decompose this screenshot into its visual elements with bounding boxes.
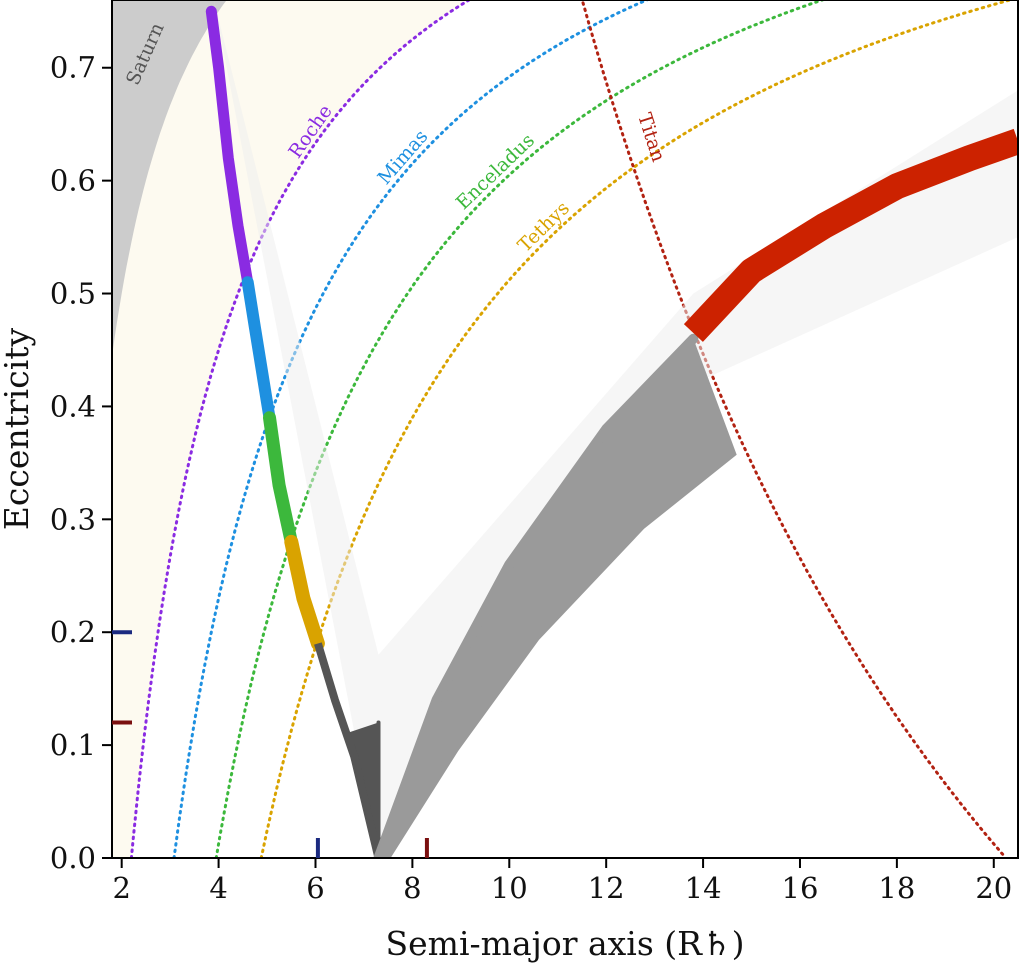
curve-roche [129, 0, 472, 858]
curve-tethys [259, 0, 1016, 858]
scatter-outer-gray-edge [373, 333, 699, 858]
label-titan: Titan [633, 110, 669, 164]
x-tick-label: 6 [306, 871, 324, 905]
shaded-regions [112, 0, 469, 858]
scatter-outer-red [683, 128, 1018, 342]
region-roche-zone [112, 0, 469, 858]
scatter-inner-yellow [284, 534, 325, 651]
dotted-curves [129, 0, 1016, 858]
x-tick-label: 2 [112, 871, 130, 905]
y-axis-title: Eccentricity [0, 327, 36, 530]
y-axis-ticks: 0.0 0.1 0.2 0.3 0.4 0.5 0.6 0.7 [50, 51, 112, 875]
scatter-outer-gray [378, 338, 737, 858]
scatter-inner-blue [241, 276, 276, 424]
y-tick-label: 0.4 [50, 389, 96, 423]
axis-markers [112, 630, 429, 858]
plot-frame [111, 0, 1019, 859]
x-tick-label: 10 [491, 871, 528, 905]
label-tethys: Tethys [514, 197, 574, 257]
y-tick-label: 0.7 [50, 51, 96, 85]
scatter-inner-dark [317, 643, 379, 858]
x-tick-label: 12 [588, 871, 625, 905]
scatter-points [205, 0, 1018, 858]
y-tick-label: 0.5 [50, 277, 96, 311]
x-tick-label: 14 [685, 871, 722, 905]
x-tick-label: 18 [878, 871, 915, 905]
y-tick-label: 0.2 [50, 615, 96, 649]
scatter-inner-dark-edge [314, 642, 383, 858]
y-tick-label: 0.0 [50, 841, 96, 875]
region-saturn [112, 0, 227, 357]
y-tick-label: 0.1 [50, 728, 96, 762]
x-axis-title: Semi-major axis (R♄) [386, 924, 745, 963]
label-enceladus: Enceladus [452, 129, 539, 214]
x-tick-label: 4 [209, 871, 227, 905]
x-tick-label: 20 [975, 871, 1012, 905]
curve-enceladus [214, 0, 827, 858]
curve-titan [580, 0, 1007, 858]
label-mimas: Mimas [373, 126, 432, 189]
y-tick-label: 0.6 [50, 164, 96, 198]
scatter-inner-green [263, 411, 298, 549]
curve-mimas [172, 0, 651, 858]
scatter-inner-purple [205, 5, 254, 288]
y-tick-label: 0.3 [50, 502, 96, 536]
x-tick-label: 8 [403, 871, 421, 905]
x-tick-label: 16 [782, 871, 819, 905]
x-axis-ticks: 2 4 6 8 10 12 14 16 18 20 [112, 858, 1012, 905]
